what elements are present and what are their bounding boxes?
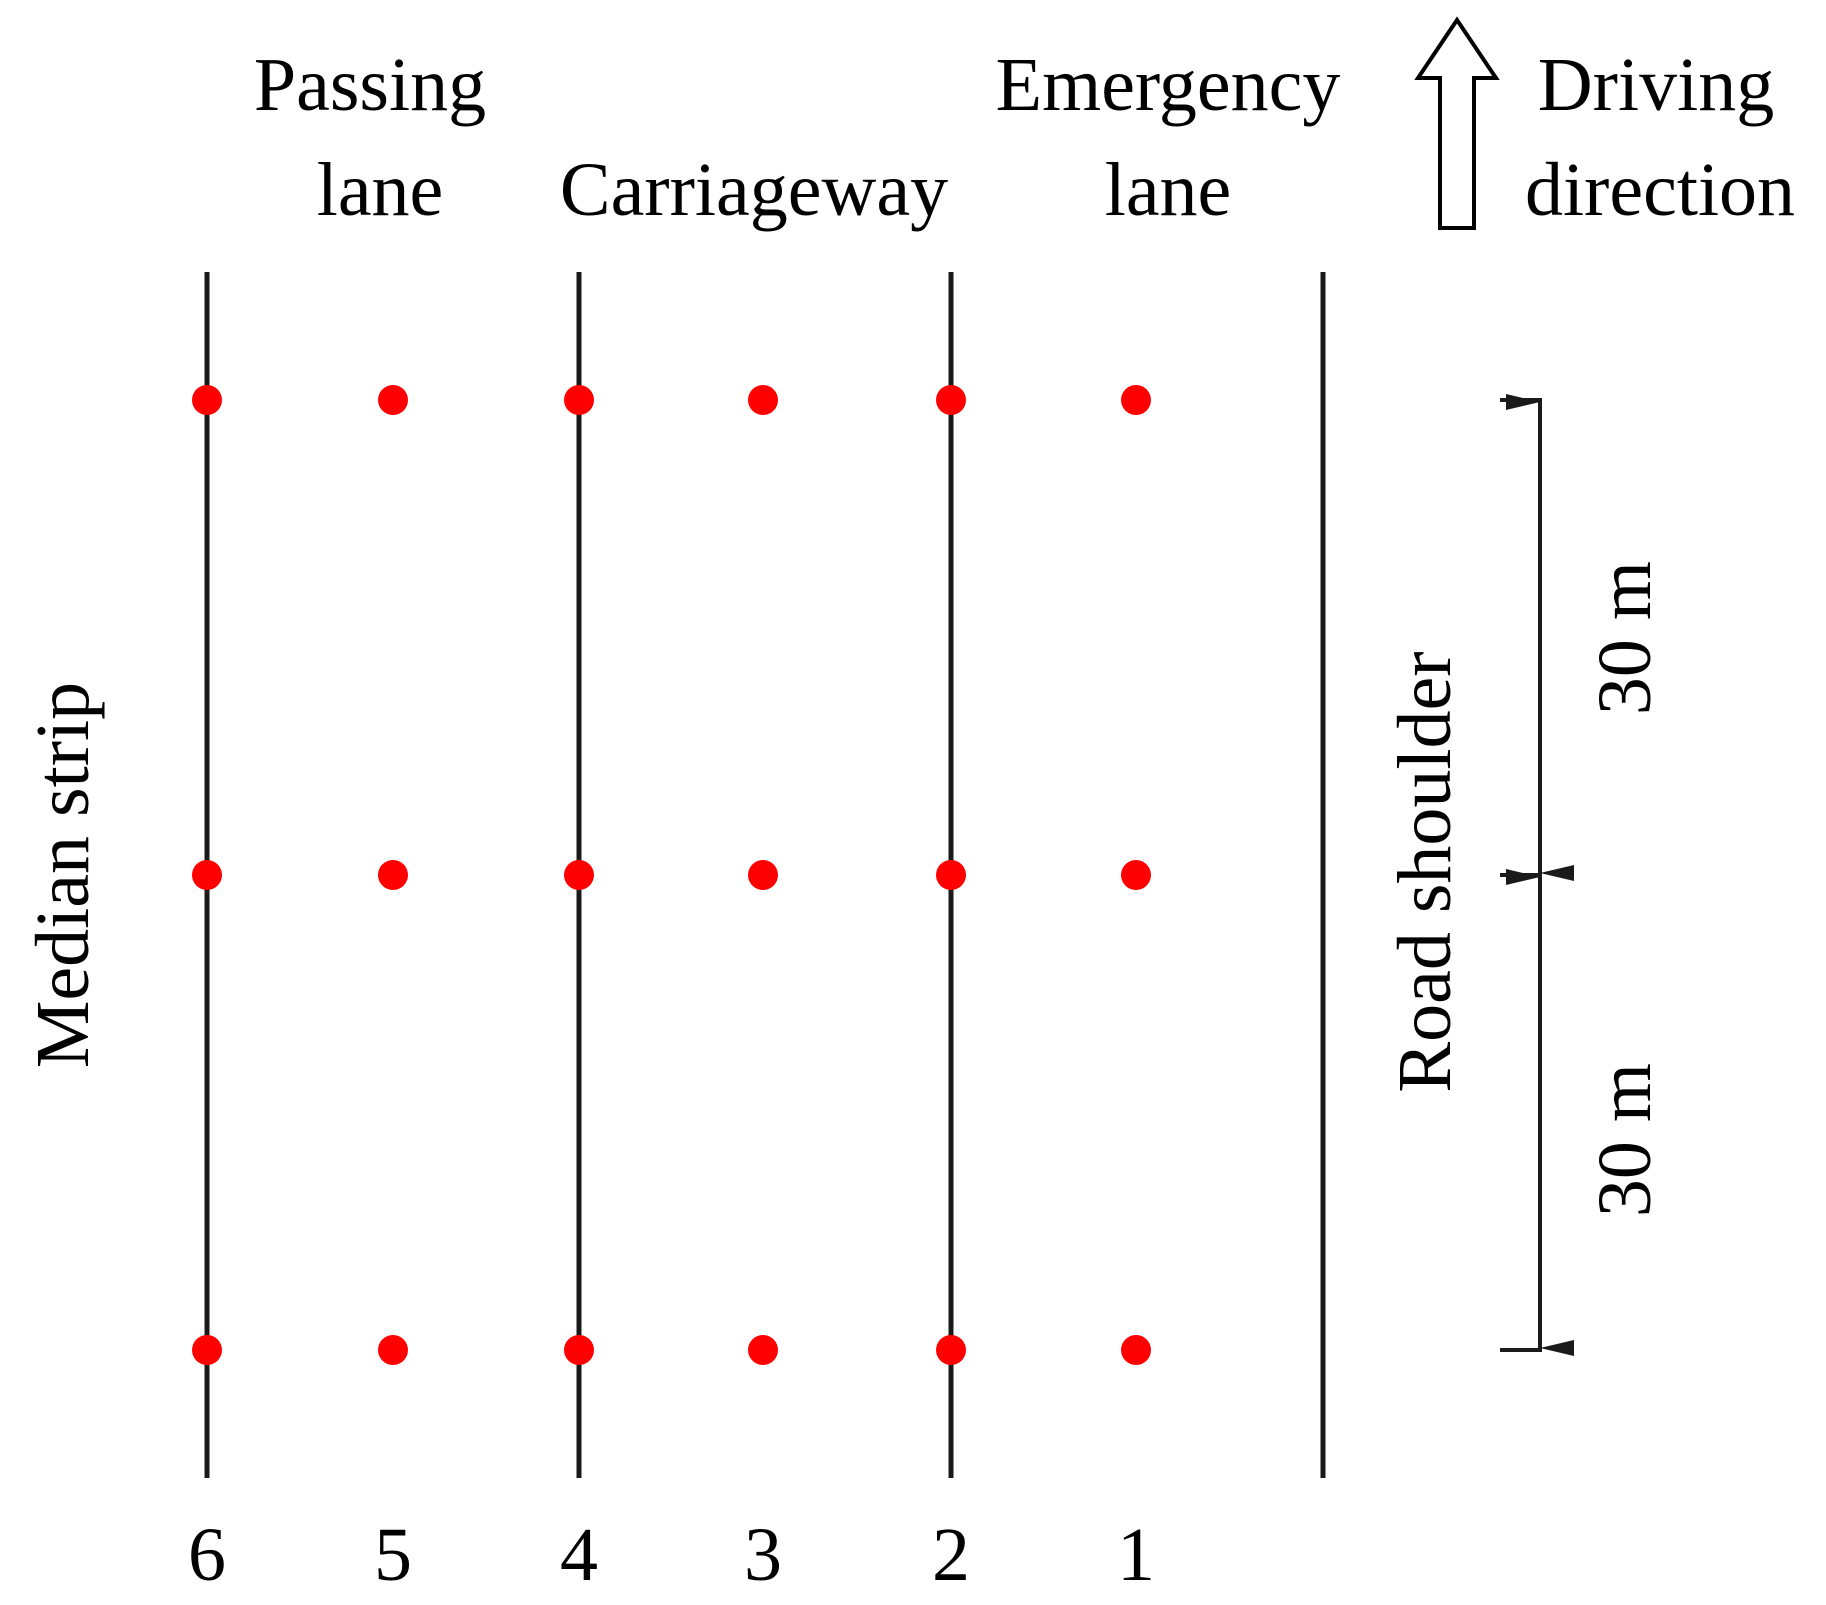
- measurement-point-lane-2-row-3: [936, 1335, 966, 1365]
- measurement-point-lane-2-row-2: [936, 860, 966, 890]
- lane-number-2: 2: [932, 1513, 970, 1597]
- measurement-point-lane-1-row-1: [1121, 385, 1151, 415]
- measurement-points: [192, 385, 1151, 1365]
- measurement-point-lane-6-row-3: [192, 1335, 222, 1365]
- lane-numbers: 6 5 4 3 2 1: [188, 1513, 1155, 1597]
- header-labels: Passing lane Carriageway Emergency lane …: [254, 43, 1795, 232]
- measurement-point-lane-6-row-1: [192, 385, 222, 415]
- carriageway-label: Carriageway: [560, 148, 948, 232]
- emergency-lane-label-line2: lane: [1105, 148, 1232, 232]
- spacing-label-lower: 30 m: [1583, 1063, 1667, 1217]
- measurement-point-lane-4-row-2: [564, 860, 594, 890]
- measurement-point-lane-3-row-2: [748, 860, 778, 890]
- measurement-point-lane-1-row-3: [1121, 1335, 1151, 1365]
- passing-lane-label-line1: Passing: [254, 43, 486, 127]
- measurement-point-lane-1-row-2: [1121, 860, 1151, 890]
- measurement-point-lane-5-row-3: [378, 1335, 408, 1365]
- measurement-point-lane-6-row-2: [192, 860, 222, 890]
- measurement-point-lane-5-row-1: [378, 385, 408, 415]
- measurement-point-lane-2-row-1: [936, 385, 966, 415]
- spacing-label-upper: 30 m: [1583, 561, 1667, 715]
- passing-lane-label-line2: lane: [317, 148, 444, 232]
- driving-direction-label-line2: direction: [1525, 148, 1795, 232]
- lane-number-6: 6: [188, 1513, 226, 1597]
- driving-direction-arrow-icon: [1414, 16, 1500, 230]
- lane-number-1: 1: [1117, 1513, 1155, 1597]
- lane-number-3: 3: [744, 1513, 782, 1597]
- median-strip-label: Median strip: [21, 682, 105, 1068]
- measurement-point-lane-3-row-1: [748, 385, 778, 415]
- road-shoulder-label: Road shoulder: [1383, 651, 1467, 1092]
- dimension-markers: [1500, 394, 1574, 1356]
- driving-direction-label-line1: Driving: [1538, 43, 1774, 127]
- measurement-point-lane-3-row-3: [748, 1335, 778, 1365]
- lane-number-5: 5: [374, 1513, 412, 1597]
- measurement-point-lane-5-row-2: [378, 860, 408, 890]
- measurement-point-lane-4-row-1: [564, 385, 594, 415]
- emergency-lane-label-line1: Emergency: [996, 43, 1341, 127]
- lane-number-4: 4: [560, 1513, 598, 1597]
- measurement-point-lane-4-row-3: [564, 1335, 594, 1365]
